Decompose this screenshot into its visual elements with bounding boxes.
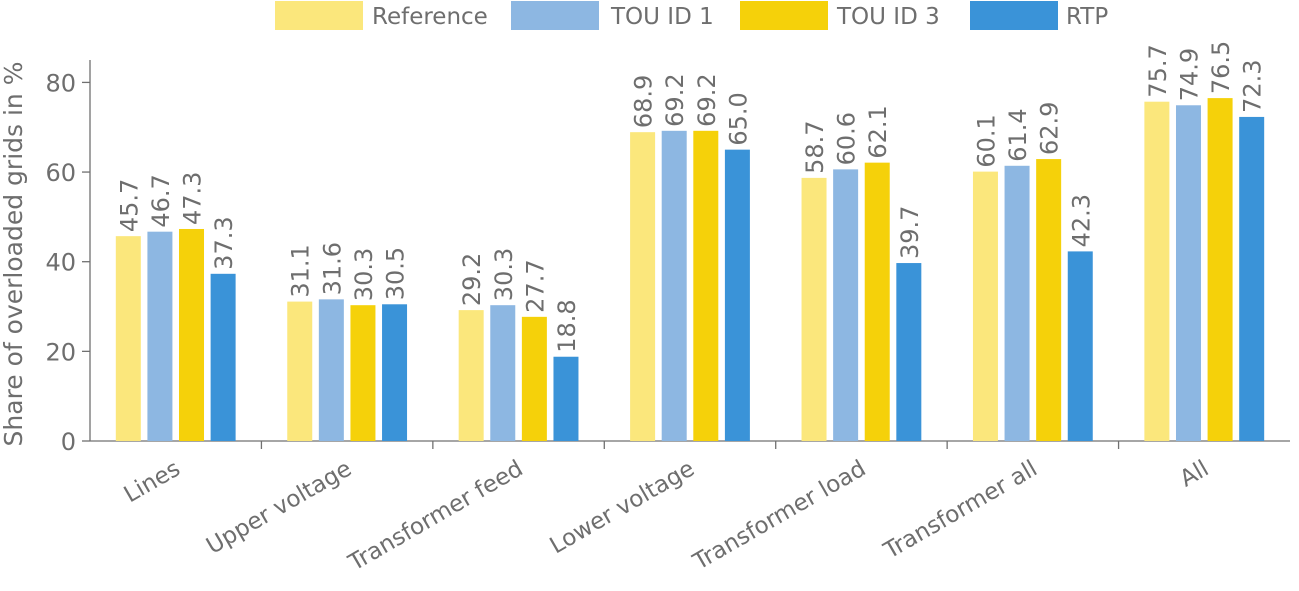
bar-tou-id-1-lines bbox=[147, 231, 173, 441]
data-label-rtp-transformer-load: 39.7 bbox=[896, 206, 924, 259]
bar-tou-id-3-lower-voltage bbox=[693, 130, 719, 442]
data-label-tou-id-3-upper-voltage: 30.3 bbox=[350, 248, 378, 301]
data-label-tou-id-1-transformer-load: 60.6 bbox=[833, 112, 861, 165]
data-label-tou-id-3-lower-voltage: 69.2 bbox=[693, 73, 721, 126]
bar-tou-id-3-transformer-load bbox=[864, 162, 890, 442]
bar-tou-id-3-transformer-all bbox=[1036, 159, 1062, 441]
bar-reference-upper-voltage bbox=[287, 301, 313, 441]
data-label-rtp-lines: 37.3 bbox=[210, 216, 238, 269]
data-label-rtp-lower-voltage: 65.0 bbox=[724, 92, 752, 145]
x-tick-label-transformer-feed: Transformer feed bbox=[344, 456, 528, 577]
x-tick-label-all: All bbox=[1176, 456, 1214, 493]
data-label-tou-id-1-lower-voltage: 69.2 bbox=[661, 73, 689, 126]
x-tick-label-transformer-all: Transformer all bbox=[879, 456, 1042, 565]
y-tick-label: 20 bbox=[45, 338, 76, 366]
bar-rtp-transformer-feed bbox=[553, 356, 579, 441]
legend-label-rtp: RTP bbox=[1066, 4, 1108, 30]
data-label-tou-id-3-transformer-load: 62.1 bbox=[864, 105, 892, 158]
data-label-tou-id-1-transformer-feed: 30.3 bbox=[490, 248, 518, 301]
data-label-rtp-transformer-feed: 18.8 bbox=[553, 299, 581, 352]
bar-rtp-all bbox=[1239, 116, 1265, 442]
bar-rtp-transformer-all bbox=[1067, 251, 1093, 441]
data-label-reference-transformer-load: 58.7 bbox=[801, 120, 829, 173]
data-labels: 45.7 46.7 47.337.331.1 31.6 30.3 30.5 29.2 30.3… bbox=[115, 41, 1266, 353]
legend-label-tou-id-3: TOU ID 3 bbox=[836, 4, 940, 30]
x-tick-label-lower-voltage: Lower voltage bbox=[546, 456, 699, 560]
bar-tou-id-1-upper-voltage bbox=[318, 299, 344, 441]
bar-tou-id-1-transformer-load bbox=[833, 169, 859, 441]
bar-reference-lines bbox=[115, 236, 141, 441]
legend-swatch-rtp bbox=[970, 1, 1058, 30]
x-tick-label-transformer-load: Transformer load bbox=[688, 456, 870, 576]
data-label-tou-id-1-all: 74.9 bbox=[1175, 48, 1203, 101]
bar-reference-transformer-all bbox=[972, 171, 998, 441]
bar-tou-id-3-lines bbox=[179, 228, 205, 441]
y-tick-label: 80 bbox=[45, 69, 76, 97]
legend-label-tou-id-1: TOU ID 1 bbox=[610, 4, 714, 30]
bar-reference-transformer-feed bbox=[458, 310, 484, 441]
data-label-tou-id-3-transformer-feed: 27.7 bbox=[521, 259, 549, 312]
data-label-tou-id-3-transformer-all: 62.9 bbox=[1036, 102, 1064, 155]
bar-reference-all bbox=[1144, 101, 1170, 441]
data-label-tou-id-1-upper-voltage: 31.6 bbox=[318, 242, 346, 295]
bar-tou-id-3-all bbox=[1207, 98, 1233, 441]
data-label-reference-transformer-feed: 29.2 bbox=[458, 253, 486, 306]
bar-tou-id-3-transformer-feed bbox=[521, 316, 547, 441]
data-label-reference-transformer-all: 60.1 bbox=[972, 114, 1000, 167]
legend: Reference TOU ID 1 TOU ID 3 RTP bbox=[275, 1, 1108, 30]
x-tick-label-lines: Lines bbox=[120, 456, 185, 508]
legend-label-reference: Reference bbox=[372, 4, 488, 30]
data-label-tou-id-3-lines: 47.3 bbox=[179, 172, 207, 225]
bar-tou-id-1-transformer-all bbox=[1004, 165, 1030, 442]
data-label-reference-all: 75.7 bbox=[1144, 44, 1172, 97]
bar-rtp-transformer-load bbox=[896, 263, 922, 441]
data-label-tou-id-3-all: 76.5 bbox=[1207, 41, 1235, 94]
bar-tou-id-1-lower-voltage bbox=[661, 130, 687, 442]
bar-tou-id-1-all bbox=[1175, 105, 1201, 442]
data-label-tou-id-1-lines: 46.7 bbox=[147, 174, 175, 227]
bars bbox=[115, 98, 1265, 442]
data-label-rtp-upper-voltage: 30.5 bbox=[382, 247, 410, 300]
bar-tou-id-1-transformer-feed bbox=[490, 305, 516, 441]
legend-swatch-tou-id-3 bbox=[740, 1, 828, 30]
y-tick-label: 0 bbox=[61, 428, 76, 456]
y-tick-label: 60 bbox=[45, 159, 76, 187]
bar-rtp-lower-voltage bbox=[724, 149, 750, 441]
bar-rtp-upper-voltage bbox=[382, 304, 408, 441]
bar-reference-transformer-load bbox=[801, 177, 827, 442]
data-label-reference-lines: 45.7 bbox=[115, 179, 143, 232]
data-label-reference-lower-voltage: 68.9 bbox=[630, 75, 658, 128]
legend-swatch-tou-id-1 bbox=[511, 1, 599, 30]
data-label-tou-id-1-transformer-all: 61.4 bbox=[1004, 108, 1032, 161]
data-label-rtp-all: 72.3 bbox=[1239, 59, 1267, 112]
legend-swatch-reference bbox=[275, 1, 363, 30]
x-tick-label-upper-voltage: Upper voltage bbox=[202, 456, 356, 560]
y-axis-title: Share of overloaded grids in % bbox=[0, 62, 28, 447]
bar-rtp-lines bbox=[210, 273, 236, 441]
data-label-rtp-transformer-all: 42.3 bbox=[1067, 194, 1095, 247]
y-tick-label: 40 bbox=[45, 249, 76, 277]
bar-tou-id-3-upper-voltage bbox=[350, 305, 376, 441]
data-label-reference-upper-voltage: 31.1 bbox=[287, 244, 315, 297]
bar-reference-lower-voltage bbox=[630, 132, 656, 441]
